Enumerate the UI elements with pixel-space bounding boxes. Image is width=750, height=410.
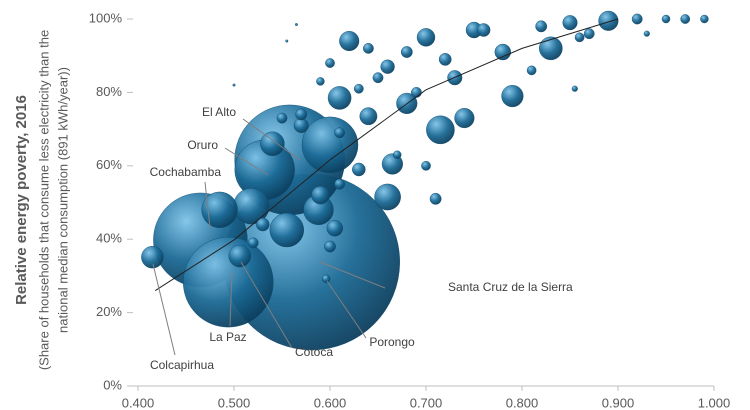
bubble (359, 107, 378, 126)
x-tick-label: 0.600 (314, 395, 347, 410)
y-tick-label: 0% (103, 377, 122, 392)
bubble (334, 127, 345, 139)
point-label: La Paz (209, 330, 246, 344)
bubble (374, 183, 401, 211)
leader-line (319, 261, 386, 289)
bubble (276, 112, 288, 124)
leader-line (224, 147, 269, 176)
bubble (661, 14, 671, 24)
bubble (325, 58, 335, 68)
bubble (454, 108, 475, 129)
y-tick-label: 80% (96, 84, 122, 99)
bubble (562, 15, 578, 31)
bubble (232, 83, 236, 87)
point-label: Santa Cruz de la Sierra (448, 280, 573, 294)
bubble (501, 85, 524, 108)
bubble (285, 39, 289, 43)
bubble (256, 217, 270, 232)
point-label: Cotoca (295, 345, 333, 359)
bubble (363, 42, 374, 54)
bubble (574, 32, 585, 43)
leader-line (326, 280, 367, 339)
y-axis-title: Relative energy poverty, 2016 (13, 95, 30, 305)
bubble (269, 212, 304, 248)
bubble (535, 20, 548, 33)
bubble (583, 28, 595, 40)
bubble (438, 53, 452, 66)
leader-line (240, 261, 293, 349)
bubble (429, 192, 442, 205)
bubble (700, 14, 709, 24)
point-label: Porongo (369, 335, 415, 349)
x-tick-label: 0.900 (602, 395, 635, 410)
bubble (141, 245, 164, 269)
point-label: Cochabamba (150, 165, 222, 179)
bubble (380, 59, 395, 74)
leader-line (152, 263, 176, 356)
y-tick-label: 100% (89, 10, 123, 25)
bubble (539, 36, 563, 61)
y-axis-note: national median consumption (891 kWh/yea… (55, 67, 70, 333)
bubble (324, 240, 336, 253)
y-axis-note: (Share of households that consume less e… (36, 30, 51, 370)
y-tick-label: 40% (96, 231, 122, 246)
bubble (295, 108, 308, 121)
bubble (247, 237, 259, 249)
bubble (301, 116, 359, 174)
bubble (321, 274, 331, 284)
x-tick-label: 0.700 (410, 395, 443, 410)
bubble (476, 23, 491, 37)
bubble (183, 236, 274, 328)
x-tick-label: 0.800 (506, 395, 539, 410)
bubble (392, 150, 402, 159)
bubble (353, 83, 364, 94)
bubble (526, 65, 537, 76)
bubble (316, 77, 325, 86)
bubble (260, 131, 285, 156)
bubble (201, 191, 238, 228)
y-tick-label: 20% (96, 304, 122, 319)
x-tick-label: 0.400 (122, 395, 155, 410)
bubble (643, 30, 650, 37)
bubble (339, 31, 360, 52)
leader-line (242, 118, 301, 161)
bubble (400, 46, 413, 58)
bubble (416, 28, 436, 47)
bubble (421, 160, 431, 171)
bubble (598, 10, 619, 31)
bubble (426, 115, 455, 145)
bubble (294, 23, 298, 26)
bubble (372, 72, 384, 84)
bubble (326, 219, 344, 237)
point-label: El Alto (202, 105, 236, 119)
leader-line (229, 271, 233, 327)
bubble (293, 117, 309, 133)
bubble (571, 85, 578, 92)
x-tick-label: 1.000 (698, 395, 731, 410)
bubble (680, 14, 691, 24)
bubble (327, 86, 352, 110)
bubble (352, 162, 366, 177)
y-tick-label: 60% (96, 157, 122, 172)
bubble (494, 43, 512, 61)
trendline (155, 18, 619, 292)
bubble (411, 87, 422, 98)
leader-line (204, 181, 211, 229)
bubble (631, 13, 643, 25)
point-label: Oruro (187, 138, 218, 152)
point-label: Colcapirhua (150, 358, 214, 372)
x-tick-label: 0.500 (218, 395, 251, 410)
bubble (311, 186, 330, 205)
bubble (334, 178, 345, 190)
bubble (228, 244, 251, 268)
